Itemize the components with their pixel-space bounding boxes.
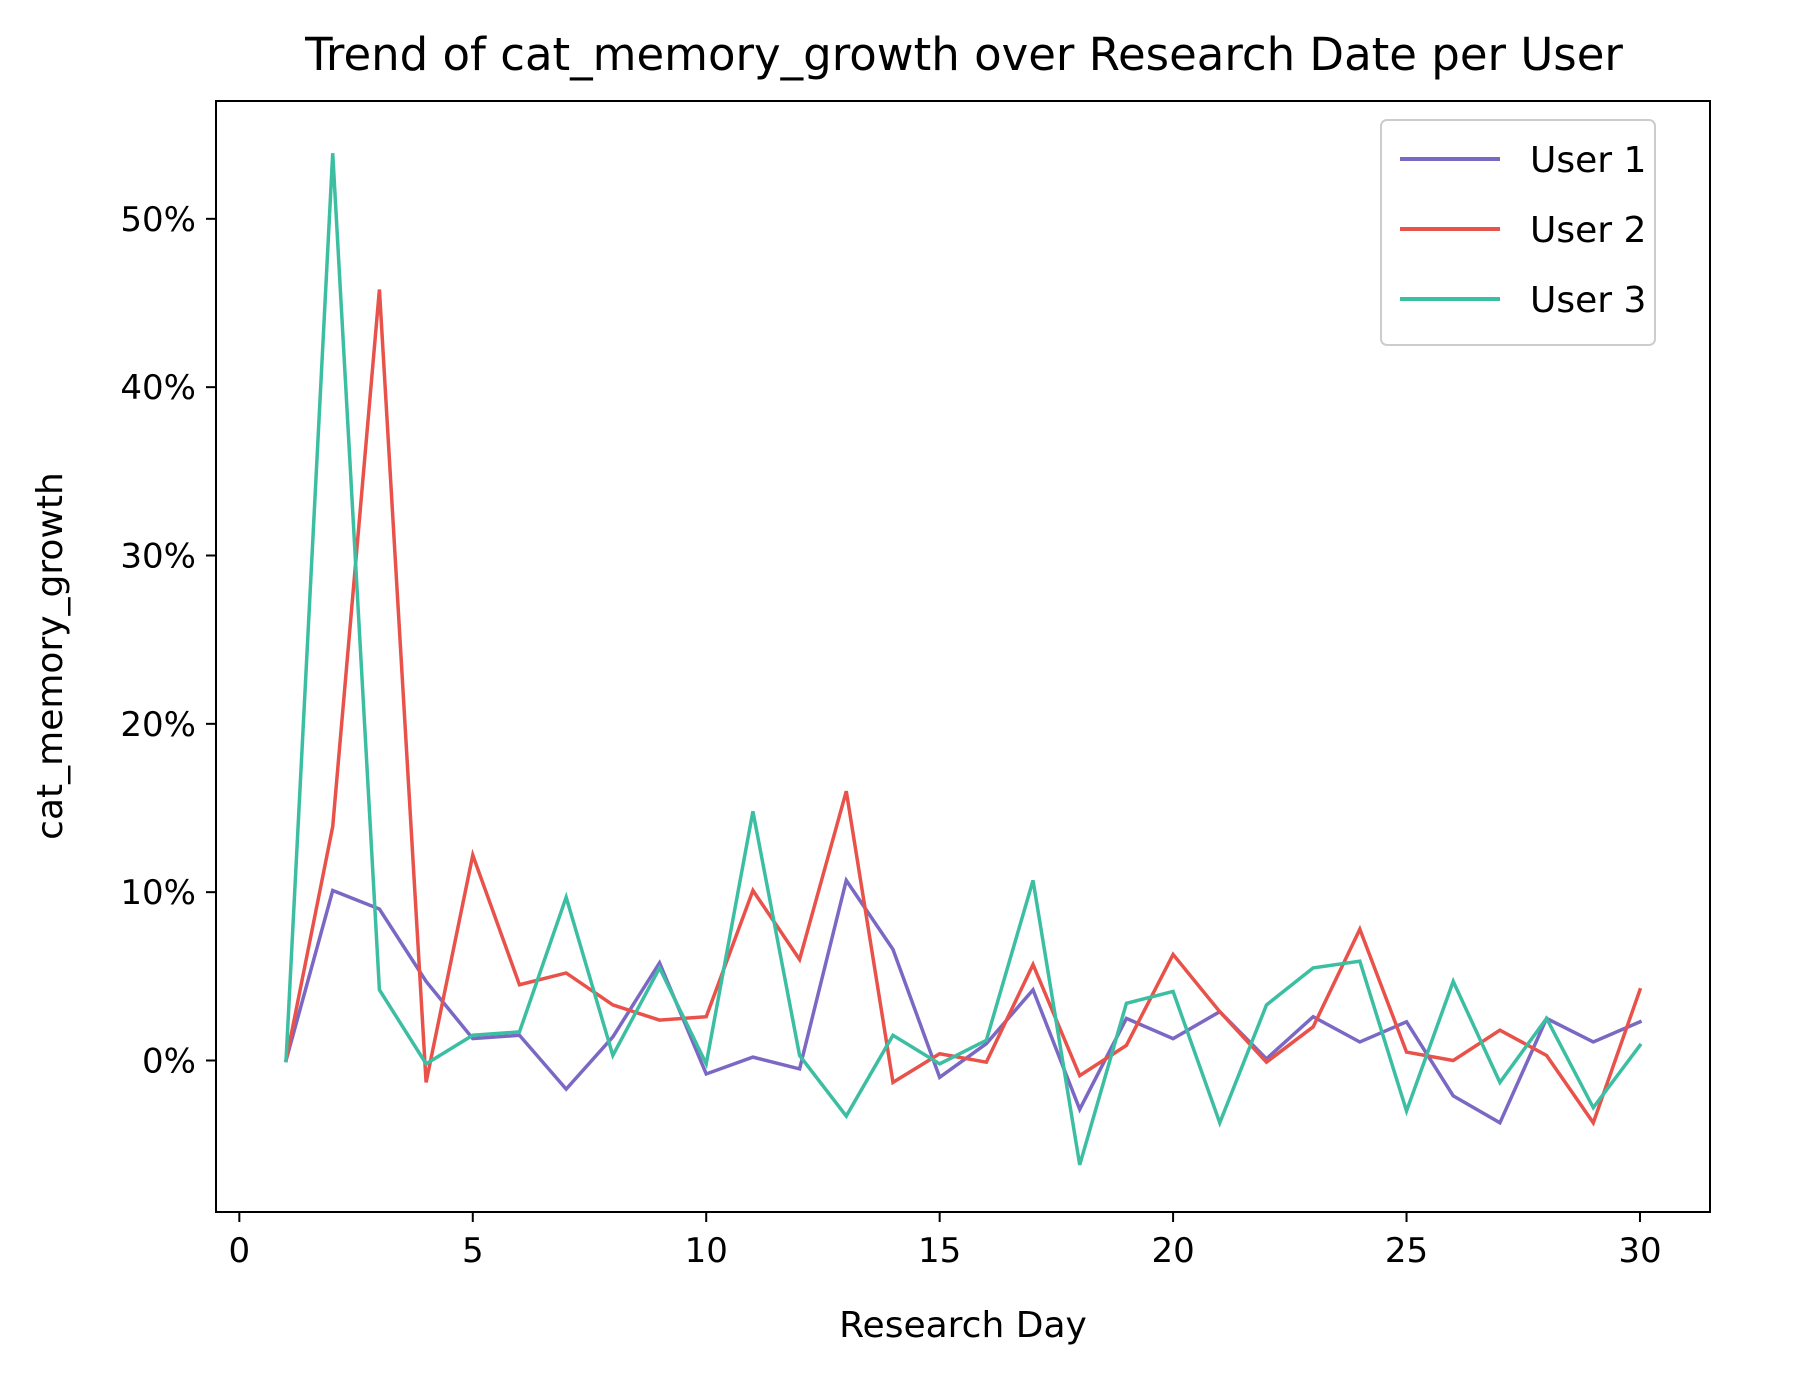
x-tick-label: 25	[1385, 1231, 1428, 1271]
x-tick-label: 0	[229, 1231, 251, 1271]
series-line-user-2	[283, 289, 1643, 1127]
series-line-user-1	[283, 876, 1643, 1126]
y-tick-label: 0%	[142, 1042, 196, 1082]
y-tick-label: 20%	[120, 705, 196, 745]
axes-frame	[215, 100, 1711, 1213]
y-axis-label: cat_memory_growth	[30, 472, 71, 840]
y-tick-label: 10%	[120, 873, 196, 913]
legend: User 1 User 2 User 3	[1380, 119, 1656, 346]
x-tick-label: 15	[918, 1231, 961, 1271]
legend-entries: User 1 User 2 User 3	[1400, 140, 1646, 321]
x-axis-label: Research Day	[839, 1305, 1087, 1346]
y-tick-label: 40%	[120, 368, 196, 408]
series-line-user-3	[284, 153, 1643, 1166]
legend-label-user-2: User 2	[1530, 210, 1646, 251]
plot-area	[215, 100, 1711, 1213]
series-layer	[283, 153, 1643, 1166]
x-tick-label: 10	[685, 1231, 728, 1271]
legend-label-user-1: User 1	[1530, 140, 1646, 181]
legend-box	[1380, 119, 1656, 346]
legend-label-user-3: User 3	[1530, 280, 1646, 321]
y-axis-ticks: 0% 10% 20% 30% 40% 50%	[120, 200, 216, 1082]
x-tick-label: 30	[1618, 1231, 1661, 1271]
y-tick-label: 50%	[120, 200, 196, 240]
x-tick-label: 20	[1151, 1231, 1194, 1271]
chart-title: Trend of cat_memory_growth over Research…	[304, 28, 1623, 81]
x-tick-label: 5	[462, 1231, 484, 1271]
y-tick-label: 30%	[120, 537, 196, 577]
x-axis-ticks: 0 5 10 15 20 25 30	[229, 1212, 1662, 1271]
